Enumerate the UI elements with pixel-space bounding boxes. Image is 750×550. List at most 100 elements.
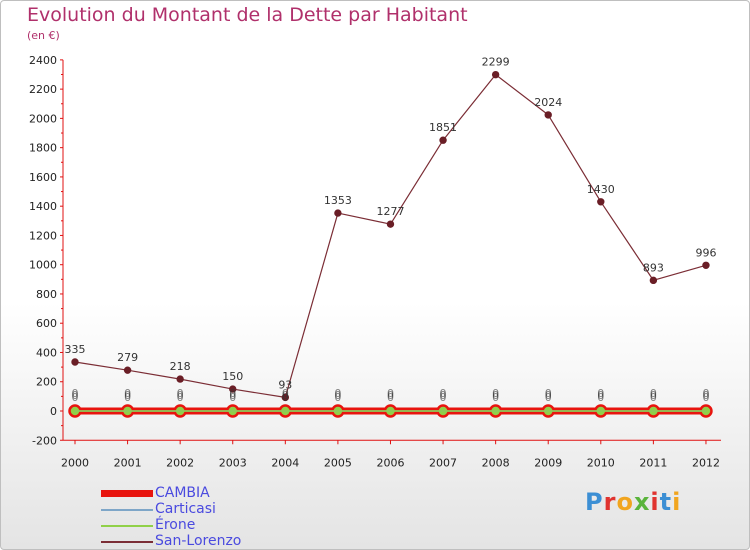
y-tick-label: 200 — [36, 376, 57, 389]
data-label: 0 — [72, 387, 79, 400]
legend-swatch-carticasi — [101, 509, 153, 511]
data-label: 0 — [334, 387, 341, 400]
data-point-san-lorenzo — [702, 261, 710, 269]
data-label: 0 — [387, 391, 394, 404]
data-label: 0 — [282, 387, 289, 400]
data-label: 0 — [387, 387, 394, 400]
data-point-san-lorenzo — [386, 220, 395, 228]
x-tick-label: 2006 — [376, 456, 404, 469]
legend-label-cambia: CAMBIA — [155, 485, 210, 501]
x-tick-label: 2012 — [692, 456, 720, 469]
proxiti-logo: Proxiti — [585, 488, 682, 516]
data-label: 1430 — [587, 183, 615, 196]
data-label: 0 — [650, 387, 657, 400]
data-label: 2024 — [534, 96, 562, 109]
legend-swatch-cambia — [101, 490, 153, 497]
data-label: 279 — [117, 351, 138, 364]
data-label: 150 — [222, 370, 243, 383]
x-tick-label: 2010 — [587, 456, 615, 469]
tick-labels: -200020040060080010001200140016001800200… — [29, 54, 720, 469]
y-tick-label: -200 — [32, 434, 57, 447]
y-tick-label: 2400 — [29, 54, 57, 67]
data-labels: 0 0 0 0 0 0 0 0 0 0 0 0 00 0 0 0 0 0 0 0 0 0 0 0 00 0 0 0 0 0 0 0 0 0 0 0 03… — [65, 56, 717, 404]
data-label: 0 — [72, 391, 79, 404]
x-tick-label: 2004 — [271, 456, 299, 469]
data-label: 0 — [229, 389, 236, 402]
data-point-san-lorenzo — [649, 276, 658, 285]
data-point-san-lorenzo — [439, 136, 447, 144]
data-label: 0 — [650, 391, 657, 404]
data-label: 0 — [334, 389, 341, 402]
data-label: 0 — [124, 389, 131, 402]
data-label: 0 — [124, 391, 131, 404]
data-label: 2299 — [482, 56, 510, 69]
data-label: 1851 — [429, 121, 457, 134]
y-tick-label: 1400 — [29, 200, 57, 213]
data-label: 0 — [440, 389, 447, 402]
data-label: 0 — [545, 389, 552, 402]
data-label: 0 — [702, 389, 709, 402]
x-tick-label: 2001 — [114, 456, 142, 469]
data-label: 0 — [492, 391, 499, 404]
y-tick-label: 2200 — [29, 83, 57, 96]
y-tick-label: 1200 — [29, 229, 57, 242]
data-label: 0 — [229, 391, 236, 404]
data-label: 0 — [702, 387, 709, 400]
data-label: 0 — [440, 391, 447, 404]
legend-swatch-erone — [101, 525, 153, 527]
data-point-san-lorenzo — [597, 198, 605, 206]
data-label: 0 — [545, 391, 552, 404]
data-label: 0 — [545, 387, 552, 400]
data-label: 335 — [65, 343, 86, 356]
data-label: 0 — [492, 389, 499, 402]
y-tick-label: 800 — [36, 288, 57, 301]
y-tick-label: 0 — [50, 405, 57, 418]
legend-label-san-lorenzo: San-Lorenzo — [155, 533, 242, 549]
y-tick-label: 400 — [36, 346, 57, 359]
data-point-san-lorenzo — [491, 70, 500, 79]
y-tick-label: 1600 — [29, 171, 57, 184]
data-label: 0 — [702, 391, 709, 404]
x-tick-label: 2003 — [219, 456, 247, 469]
chart-subtitle: (en €) — [27, 29, 60, 42]
data-point-san-lorenzo — [334, 209, 342, 217]
data-label: 0 — [597, 389, 604, 402]
data-label: 0 — [282, 391, 289, 404]
x-tick-label: 2002 — [166, 456, 194, 469]
x-tick-label: 2009 — [534, 456, 562, 469]
data-label: 1353 — [324, 194, 352, 207]
data-label: 0 — [597, 387, 604, 400]
data-point-san-lorenzo — [176, 375, 184, 383]
data-point-san-lorenzo — [229, 385, 237, 393]
y-tick-label: 1800 — [29, 142, 57, 155]
data-label: 93 — [278, 378, 292, 391]
x-tick-label: 2011 — [639, 456, 667, 469]
data-label: 0 — [650, 389, 657, 402]
y-tick-label: 2000 — [29, 112, 57, 125]
series-line-san-lorenzo — [74, 74, 707, 398]
x-tick-label: 2007 — [429, 456, 457, 469]
data-label: 0 — [597, 391, 604, 404]
data-label: 0 — [492, 387, 499, 400]
data-label: 996 — [695, 246, 716, 259]
data-label: 0 — [387, 389, 394, 402]
x-tick-label: 2005 — [324, 456, 352, 469]
data-label: 0 — [177, 387, 184, 400]
data-label: 893 — [643, 261, 664, 274]
chart-title: Evolution du Montant de la Dette par Hab… — [27, 4, 468, 26]
x-tick-label: 2000 — [61, 456, 89, 469]
data-label: 0 — [282, 389, 289, 402]
data-point-san-lorenzo — [281, 393, 290, 402]
legend-label-carticasi: Carticasi — [155, 501, 216, 517]
data-label: 0 — [177, 391, 184, 404]
data-label: 0 — [440, 387, 447, 400]
data-label: 0 — [334, 391, 341, 404]
x-tick-label: 2008 — [482, 456, 510, 469]
data-label: 0 — [72, 389, 79, 402]
y-tick-label: 600 — [36, 317, 57, 330]
data-point-san-lorenzo — [123, 366, 132, 374]
legend-label-erone: Érone — [155, 517, 196, 533]
data-label: 0 — [124, 387, 131, 400]
data-label: 1277 — [376, 205, 404, 218]
